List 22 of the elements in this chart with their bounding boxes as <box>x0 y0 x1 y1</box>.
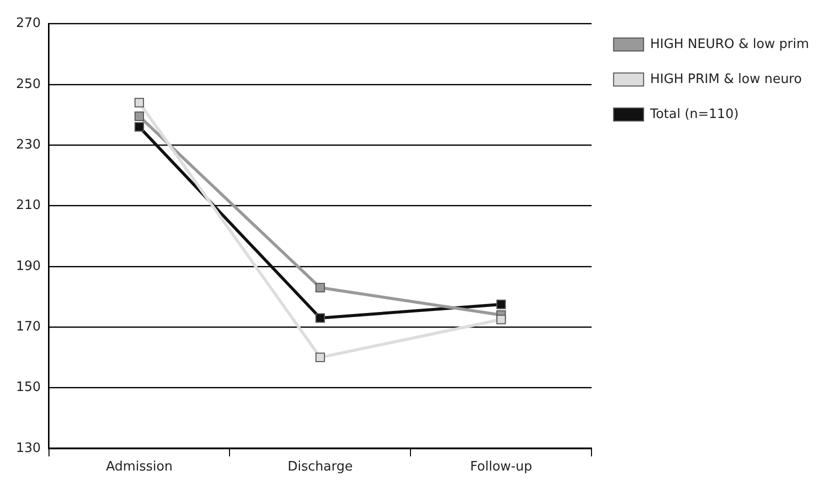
y-tick-label: 230 <box>16 137 41 152</box>
point <box>315 313 325 323</box>
y-tick-label: 130 <box>16 440 41 456</box>
y-tick-label: 250 <box>16 76 41 92</box>
y-tick-label: 210 <box>16 198 41 214</box>
point <box>134 122 144 132</box>
point <box>315 282 325 292</box>
x-tick-label: Discharge <box>288 460 353 475</box>
point <box>496 300 506 310</box>
legend-label: Total (n=110) <box>649 106 739 122</box>
legend-label: HIGH NEURO & low prim <box>650 36 810 52</box>
point <box>134 98 144 108</box>
point <box>496 314 506 324</box>
y-tick-label: 150 <box>16 380 41 396</box>
y-tick-label: 190 <box>16 258 41 274</box>
y-tick-label: 270 <box>16 16 41 32</box>
y-tick-label: 170 <box>16 319 41 334</box>
x-tick-label: Admission <box>106 460 173 475</box>
point <box>134 112 144 122</box>
x-tick-label: Follow-up <box>470 460 532 475</box>
legend-label: HIGH PRIM & low neuro <box>650 72 802 87</box>
point <box>315 352 325 362</box>
